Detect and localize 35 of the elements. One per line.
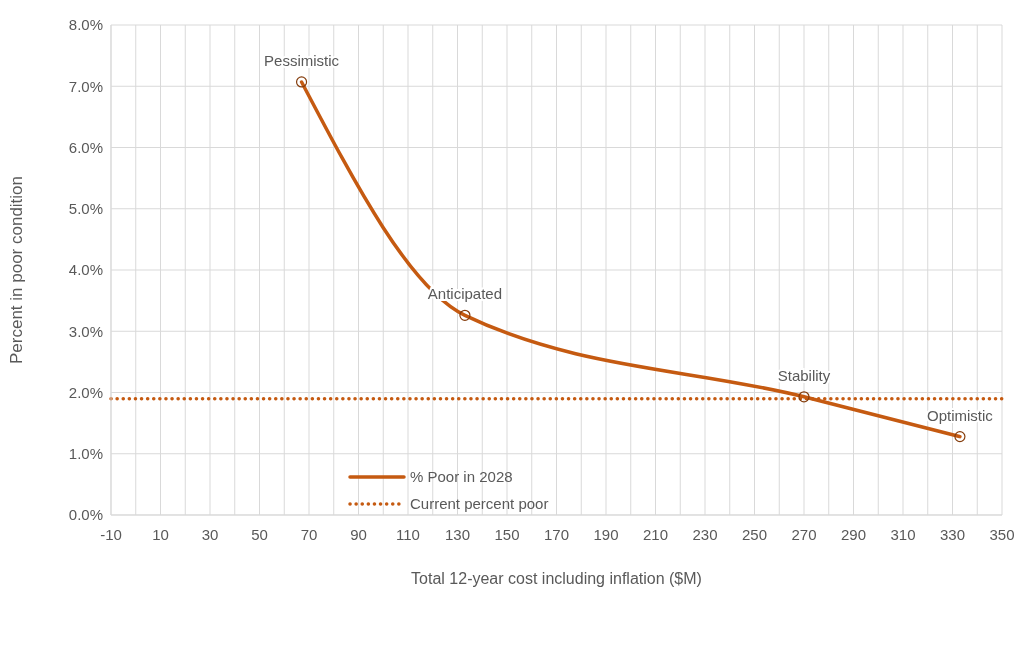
x-tick-label: 10 bbox=[152, 525, 169, 543]
x-tick-label: 210 bbox=[642, 525, 669, 543]
y-tick-label: 6.0% bbox=[68, 138, 103, 156]
x-tick-label: 190 bbox=[593, 525, 619, 543]
y-tick-label: 0.0% bbox=[68, 506, 103, 524]
x-tick-label: 90 bbox=[350, 525, 367, 543]
y-tick-label: 8.0% bbox=[68, 16, 103, 34]
x-axis-title: Total 12-year cost including inflation ($M) bbox=[411, 570, 702, 587]
y-tick-label: 4.0% bbox=[68, 261, 103, 279]
x-tick-label: 350 bbox=[989, 525, 1015, 543]
x-tick-label: 230 bbox=[692, 525, 718, 543]
annotation: Pessimistic bbox=[264, 51, 340, 69]
x-tick-label: 290 bbox=[840, 525, 867, 543]
annotation: Optimistic bbox=[927, 406, 994, 424]
x-tick-label: 110 bbox=[396, 525, 420, 543]
annotation: Stability bbox=[777, 366, 831, 384]
x-tick-label: 70 bbox=[300, 525, 318, 543]
x-tick-label: 170 bbox=[543, 525, 570, 543]
y-tick-label: 1.0% bbox=[68, 445, 103, 463]
x-tick-label: 30 bbox=[201, 525, 219, 543]
x-tick-label: 150 bbox=[494, 525, 520, 543]
y-tick-label: 7.0% bbox=[68, 77, 103, 95]
y-axis-title: Percent in poor condition bbox=[7, 175, 27, 365]
legend-label: % Poor in 2028 bbox=[410, 468, 513, 485]
x-tick-label: 130 bbox=[444, 525, 471, 543]
x-tick-label: 330 bbox=[939, 525, 966, 543]
x-tick-label: 50 bbox=[251, 525, 268, 543]
x-tick-label: -10 bbox=[100, 525, 122, 543]
x-tick-label: 250 bbox=[741, 525, 768, 543]
y-tick-label: 5.0% bbox=[68, 200, 103, 218]
x-tick-label: 310 bbox=[890, 525, 916, 543]
y-tick-label: 2.0% bbox=[68, 383, 103, 401]
y-tick-label: 3.0% bbox=[68, 322, 103, 340]
x-tick-label: 270 bbox=[791, 525, 817, 543]
legend-label: Current percent poor bbox=[410, 495, 549, 512]
